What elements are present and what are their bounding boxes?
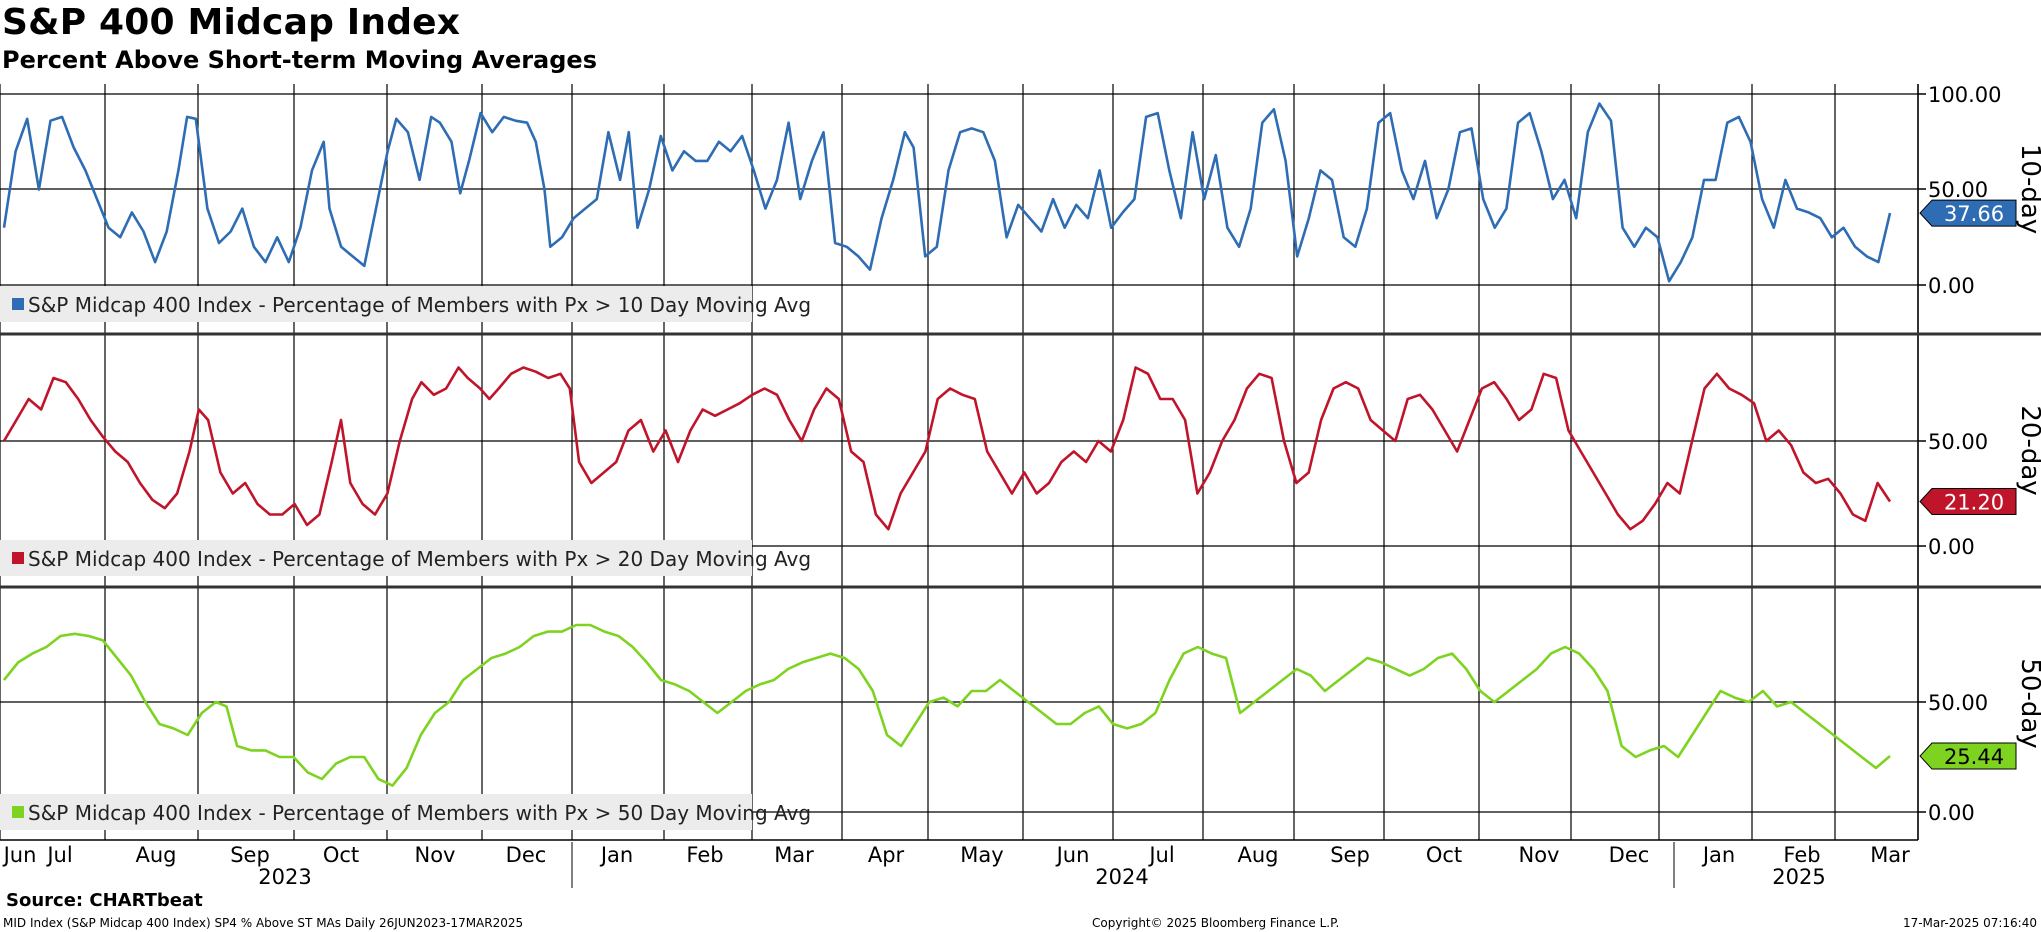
month-label: Sep bbox=[230, 843, 270, 867]
month-label: Jan bbox=[1701, 843, 1735, 867]
footer-timestamp: 17-Mar-2025 07:16:40 bbox=[1902, 916, 2037, 930]
month-label: Dec bbox=[1609, 843, 1650, 867]
legend-swatch bbox=[12, 552, 24, 564]
panel-axis-label: 10-day bbox=[2015, 144, 2041, 234]
month-label: Nov bbox=[1519, 843, 1560, 867]
y-tick-label: 0.00 bbox=[1928, 274, 1975, 298]
legend-label: S&P Midcap 400 Index - Percentage of Mem… bbox=[28, 547, 811, 571]
last-value-label: 37.66 bbox=[1944, 202, 2004, 226]
month-label: Dec bbox=[506, 843, 547, 867]
y-tick-label: 50.00 bbox=[1928, 430, 1988, 454]
month-label: Jul bbox=[1147, 843, 1174, 867]
month-label: Feb bbox=[686, 843, 723, 867]
last-value-badge bbox=[1919, 199, 2017, 227]
chart-title: S&P 400 Midcap Index bbox=[2, 2, 461, 43]
last-value-badge bbox=[1919, 742, 2017, 770]
series-line-10-day bbox=[2, 102, 1892, 283]
y-tick-label: 0.00 bbox=[1928, 535, 1975, 559]
year-label: 2025 bbox=[1772, 865, 1825, 889]
month-label: Sep bbox=[1330, 843, 1370, 867]
legend-box bbox=[0, 794, 752, 830]
chart-subtitle: Percent Above Short-term Moving Averages bbox=[2, 46, 597, 74]
legend-label: S&P Midcap 400 Index - Percentage of Mem… bbox=[28, 293, 811, 317]
y-tick-label: 0.00 bbox=[1928, 801, 1975, 825]
panel-axis-label: 50-day bbox=[2015, 658, 2041, 748]
footer-security-info: MID Index (S&P Midcap 400 Index) SP4 % A… bbox=[3, 916, 524, 930]
month-label: Jun bbox=[2, 843, 37, 867]
month-label: Mar bbox=[774, 843, 814, 867]
last-value-label: 25.44 bbox=[1944, 745, 2004, 769]
y-tick-label: 50.00 bbox=[1928, 691, 1988, 715]
month-label: May bbox=[960, 843, 1003, 867]
footer-copyright: Copyright© 2025 Bloomberg Finance L.P. bbox=[1092, 916, 1340, 930]
last-value-label: 21.20 bbox=[1944, 490, 2004, 514]
month-label: Jul bbox=[45, 843, 72, 867]
month-label: Oct bbox=[1426, 843, 1462, 867]
legend-box bbox=[0, 540, 752, 576]
month-label: Apr bbox=[868, 843, 905, 867]
source-note: Source: CHARTbeat bbox=[6, 890, 203, 911]
month-label: Feb bbox=[1783, 843, 1820, 867]
legend-swatch bbox=[12, 298, 24, 310]
legend-label: S&P Midcap 400 Index - Percentage of Mem… bbox=[28, 801, 811, 825]
year-label: 2023 bbox=[258, 865, 311, 889]
legend-swatch bbox=[12, 806, 24, 818]
month-label: Mar bbox=[1870, 843, 1910, 867]
y-tick-label: 50.00 bbox=[1928, 178, 1988, 202]
y-tick-label: 100.00 bbox=[1928, 83, 2001, 107]
month-label: Jan bbox=[599, 843, 633, 867]
month-label: Aug bbox=[135, 843, 176, 867]
panel-axis-label: 20-day bbox=[2015, 405, 2041, 495]
month-label: Nov bbox=[415, 843, 456, 867]
month-label: Jun bbox=[1055, 843, 1090, 867]
series-line-20-day bbox=[2, 366, 1892, 531]
legend-box bbox=[0, 286, 752, 322]
month-label: Aug bbox=[1237, 843, 1278, 867]
month-label: Oct bbox=[323, 843, 359, 867]
series-line-50-day bbox=[2, 623, 1891, 787]
last-value-badge bbox=[1919, 487, 2017, 515]
year-label: 2024 bbox=[1095, 865, 1148, 889]
